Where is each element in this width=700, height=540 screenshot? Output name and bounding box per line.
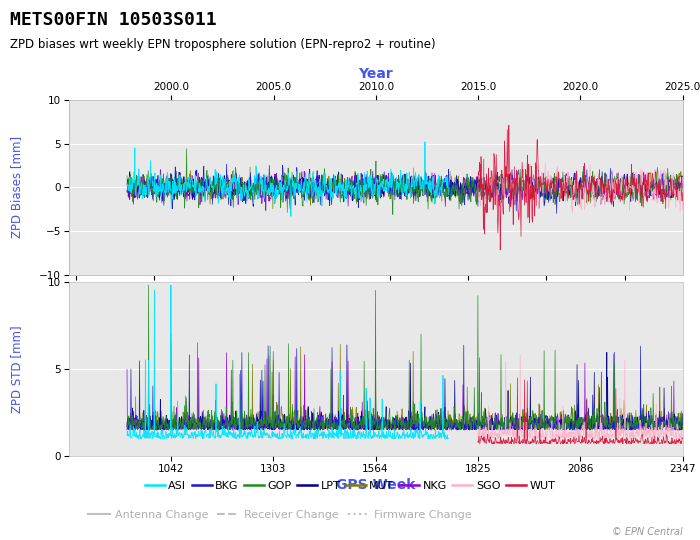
- Text: © EPN Central: © EPN Central: [612, 527, 682, 537]
- Y-axis label: ZPD STD [mm]: ZPD STD [mm]: [10, 325, 22, 413]
- Text: METS00FIN 10503S011: METS00FIN 10503S011: [10, 11, 217, 29]
- X-axis label: GPS Week: GPS Week: [336, 478, 415, 492]
- Legend: Antenna Change, Receiver Change, Firmware Change: Antenna Change, Receiver Change, Firmwar…: [84, 506, 476, 525]
- Legend: ASI, BKG, GOP, LPT, MUT, NKG, SGO, WUT: ASI, BKG, GOP, LPT, MUT, NKG, SGO, WUT: [141, 477, 559, 496]
- Y-axis label: ZPD Biases [mm]: ZPD Biases [mm]: [10, 136, 22, 238]
- X-axis label: Year: Year: [358, 67, 393, 81]
- Text: ZPD biases wrt weekly EPN troposphere solution (EPN-repro2 + routine): ZPD biases wrt weekly EPN troposphere so…: [10, 38, 436, 51]
